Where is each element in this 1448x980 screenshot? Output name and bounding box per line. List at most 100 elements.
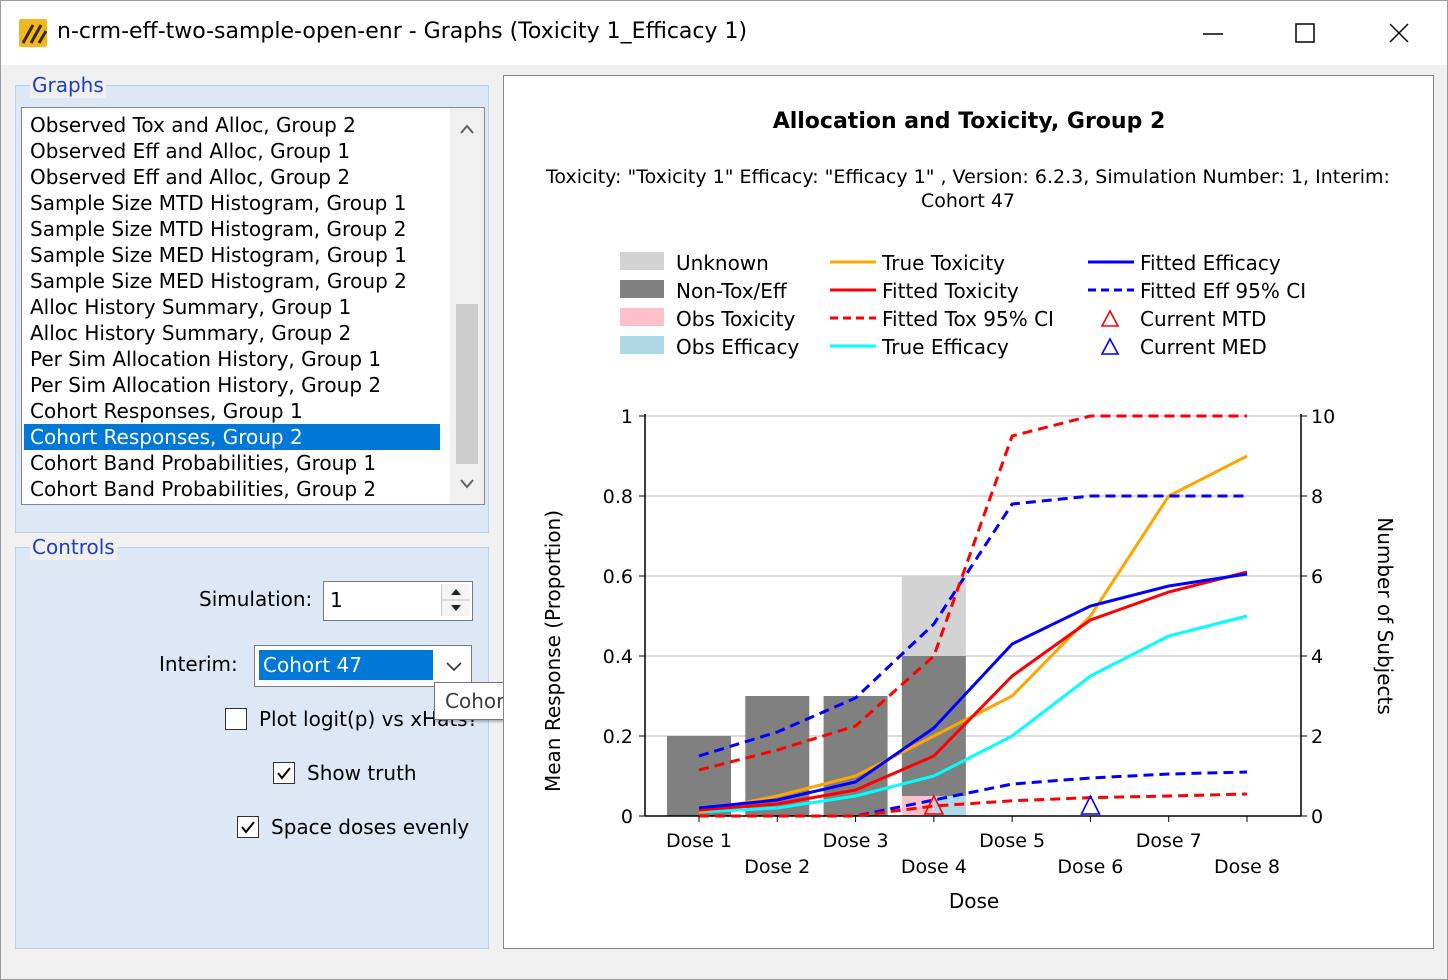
y-tick-label: 0 — [621, 806, 633, 828]
minimize-icon — [1203, 33, 1223, 35]
interim-selected-value: Cohort 47 — [259, 650, 433, 680]
y-tick-label: 0.8 — [603, 486, 633, 508]
y2-tick-label: 10 — [1311, 406, 1335, 428]
y-tick-label: 1 — [621, 406, 633, 428]
x-tick-label: Dose 7 — [1136, 830, 1202, 852]
legend-item: Obs Efficacy — [620, 335, 799, 359]
y2-tick-label: 8 — [1311, 486, 1323, 508]
legend-swatch — [620, 336, 664, 354]
title-bar: n-crm-eff-two-sample-open-enr - Graphs (… — [1, 1, 1447, 65]
scroll-down-button[interactable] — [450, 466, 484, 500]
legend-label: Fitted Efficacy — [1140, 251, 1281, 275]
x-axis-label: Dose — [949, 889, 999, 913]
close-icon — [1389, 23, 1409, 43]
interim-dropdown[interactable]: Cohort 47 — [254, 645, 472, 687]
graphs-listbox[interactable]: Observed Tox and Alloc, Group 2 Observed … — [21, 107, 485, 505]
legend-label: Current MED — [1140, 335, 1267, 359]
minimize-button[interactable] — [1167, 1, 1259, 65]
show-truth-checkbox[interactable]: Show truth — [273, 761, 417, 785]
series-line — [699, 770, 1248, 818]
list-item[interactable]: Cohort Responses, Group 1 — [30, 399, 303, 423]
stepper-buttons — [441, 584, 470, 616]
legend-swatch — [620, 252, 664, 270]
triangle-icon — [1100, 309, 1120, 327]
x-tick-label: Dose 3 — [823, 830, 889, 852]
list-item[interactable]: Sample Size MTD Histogram, Group 2 — [30, 217, 407, 241]
legend-label: True Efficacy — [881, 335, 1009, 359]
list-item[interactable]: Observed Tox and Alloc, Group 2 — [30, 113, 356, 137]
legend-label: Obs Efficacy — [676, 335, 799, 359]
controls-group-label: Controls — [30, 534, 117, 560]
chevron-up-icon — [460, 124, 474, 134]
x-tick-label: Dose 5 — [979, 830, 1045, 852]
stepper-up-button[interactable] — [442, 584, 470, 600]
scroll-thumb[interactable] — [456, 304, 478, 464]
legend-label: Current MTD — [1140, 307, 1266, 331]
interim-label: Interim: — [159, 652, 238, 676]
window-title: n-crm-eff-two-sample-open-enr - Graphs (… — [57, 19, 748, 44]
chevron-down-icon — [446, 662, 462, 672]
legend-swatch — [620, 308, 664, 326]
graph-panel: Allocation and Toxicity, Group 2 Toxicit… — [503, 75, 1434, 949]
x-tick-label: Dose 2 — [744, 856, 810, 878]
checkmark-icon — [237, 816, 259, 838]
list-item-selected[interactable]: Cohort Responses, Group 2 — [24, 424, 440, 450]
legend-swatch — [620, 280, 664, 298]
series-line — [698, 572, 1248, 810]
y2-tick-label: 0 — [1311, 806, 1323, 828]
scroll-up-button[interactable] — [450, 112, 484, 146]
list-item[interactable]: Cohort Band Probabilities, Group 1 — [30, 451, 377, 475]
list-item[interactable]: Observed Eff and Alloc, Group 2 — [30, 165, 351, 189]
list-item[interactable]: Per Sim Allocation History, Group 2 — [30, 373, 382, 397]
close-button[interactable] — [1353, 1, 1445, 65]
space-doses-checkbox[interactable]: Space doses evenly — [237, 815, 469, 839]
list-item[interactable]: Alloc History Summary, Group 2 — [30, 321, 352, 345]
triangle-icon — [1100, 337, 1120, 355]
list-item[interactable]: Cohort Band Probabilities, Group 2 — [30, 477, 377, 501]
legend-label: True Toxicity — [881, 251, 1005, 275]
y2-tick-label: 4 — [1311, 646, 1323, 668]
y-tick-label: 0.4 — [603, 646, 633, 668]
simulation-value[interactable]: 1 — [330, 588, 343, 612]
list-item[interactable]: Alloc History Summary, Group 1 — [30, 295, 352, 319]
legend-label: Fitted Eff 95% CI — [1140, 279, 1306, 303]
y-tick-label: 0.2 — [603, 726, 633, 748]
checkbox-unchecked-icon — [225, 708, 247, 730]
list-item[interactable]: Sample Size MED Histogram, Group 1 — [30, 243, 407, 267]
interim-dropdown-button[interactable] — [437, 646, 471, 686]
series-line — [698, 494, 1247, 758]
chart-legend: Unknown Non-Tox/Eff Obs Toxicity Obs Effica… — [620, 251, 1306, 359]
marker-triangle — [923, 794, 945, 815]
list-item[interactable]: Sample Size MED Histogram, Group 2 — [30, 269, 407, 293]
listbox-scrollbar[interactable] — [450, 108, 484, 504]
list-item[interactable]: Per Sim Allocation History, Group 1 — [30, 347, 382, 371]
legend-item: Fitted Tox 95% CI — [830, 307, 1054, 331]
checkmark-icon — [273, 762, 295, 784]
legend-label: Non-Tox/Eff — [676, 279, 788, 303]
legend-item: Non-Tox/Eff — [620, 279, 788, 303]
simulation-stepper[interactable]: 1 — [323, 581, 473, 621]
list-item[interactable]: Sample Size MTD Histogram, Group 1 — [30, 191, 407, 215]
y-tick-label: 0.6 — [603, 566, 633, 588]
x-tick-label: Dose 6 — [1057, 856, 1123, 878]
stepper-down-button[interactable] — [442, 600, 470, 616]
y2-tick-label: 6 — [1311, 566, 1323, 588]
x-tick-label: Dose 8 — [1214, 856, 1280, 878]
simulation-label: Simulation: — [199, 587, 313, 611]
legend-item: Unknown — [620, 251, 769, 275]
legend-item: Current MED — [1100, 335, 1267, 359]
legend-label: Obs Toxicity — [676, 307, 795, 331]
legend-item: True Toxicity — [830, 251, 1005, 275]
show-truth-label: Show truth — [307, 761, 417, 785]
chart-subtitle-line2: Cohort 47 — [921, 190, 1015, 212]
legend-label: Fitted Tox 95% CI — [882, 307, 1054, 331]
triangle-down-icon — [451, 605, 461, 611]
y2-axis-label: Number of Subjects — [1373, 517, 1397, 715]
legend-label: Fitted Toxicity — [882, 279, 1019, 303]
maximize-button[interactable] — [1259, 1, 1351, 65]
series-line — [698, 414, 1247, 772]
list-item[interactable]: Observed Eff and Alloc, Group 1 — [30, 139, 351, 163]
legend-item: Current MTD — [1100, 307, 1266, 331]
